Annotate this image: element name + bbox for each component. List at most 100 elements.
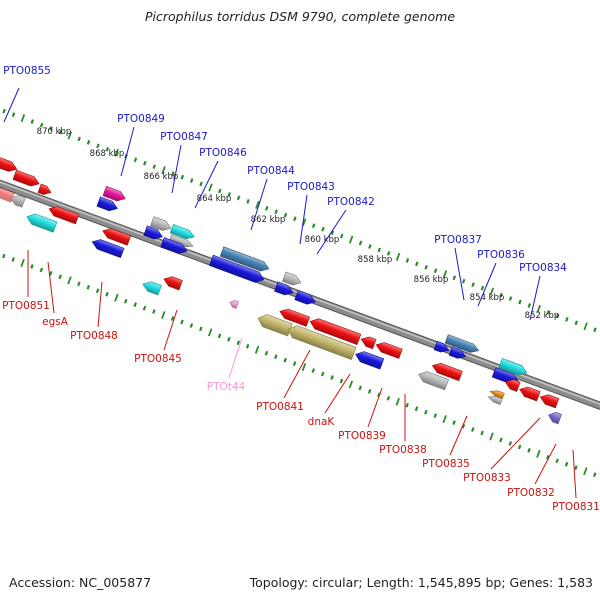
accession-text: Accession: NC_005877: [9, 575, 152, 590]
gene-pto0838[interactable]: [354, 349, 385, 370]
label-pto0851-text: PTO0851: [2, 300, 50, 312]
gene-pto0833-b[interactable]: [504, 377, 521, 392]
upper-tick-track: [2, 108, 597, 333]
gene-pto0835[interactable]: [417, 369, 450, 391]
label-pto0831[interactable]: PTO0831: [552, 449, 600, 513]
kbp-scale: 870 kbp 868 kbp 866 kbp 864 kbp 862 kbp 860 k…: [37, 127, 560, 321]
gene-pto0849[interactable]: [102, 185, 127, 203]
kbp-marker: 870 kbp: [37, 127, 72, 137]
gene-pto0845[interactable]: [141, 279, 162, 296]
gene-ptot44[interactable]: [229, 299, 239, 309]
label-ptot44-text: PTOt44: [207, 381, 246, 393]
label-pto0847-text: PTO0847: [160, 131, 208, 143]
gene-pto0834[interactable]: [498, 358, 529, 377]
gene-pto0846[interactable]: [169, 224, 196, 241]
gene-pto0844-b[interactable]: [160, 237, 189, 256]
gene-pto0848[interactable]: [91, 237, 125, 259]
gene-pto0843-b[interactable]: [208, 254, 265, 285]
kbp-marker: 866 kbp: [144, 172, 179, 182]
gene-pto0833-c[interactable]: [487, 394, 503, 405]
label-pto0849[interactable]: PTO0849: [117, 113, 165, 177]
label-egsa[interactable]: egsA: [42, 261, 69, 328]
gene-pto0836[interactable]: [448, 346, 467, 361]
gene-egsa-b[interactable]: [9, 193, 26, 208]
label-pto0842[interactable]: PTO0842: [316, 196, 375, 255]
label-pto0836-text: PTO0836: [477, 249, 525, 261]
label-pto0842-text: PTO0842: [327, 196, 375, 208]
label-ptot44[interactable]: PTOt44: [207, 337, 246, 393]
label-dnak[interactable]: dnaK: [308, 373, 351, 428]
gene-pto0843[interactable]: [282, 271, 302, 288]
label-pto0834-text: PTO0834: [519, 262, 567, 274]
label-egsa-text: egsA: [42, 316, 69, 328]
label-pto0833-text: PTO0833: [463, 472, 511, 484]
label-pto0843[interactable]: PTO0843: [287, 181, 335, 245]
gene-pto0845-b[interactable]: [162, 274, 183, 291]
label-pto0832-text: PTO0832: [507, 487, 555, 499]
label-pto0833[interactable]: PTO0833: [463, 417, 541, 484]
gene-pto0835-b[interactable]: [431, 361, 463, 382]
label-pto0837-text: PTO0837: [434, 234, 482, 246]
label-pto0841-text: PTO0841: [256, 401, 304, 413]
gene-pto0838-b[interactable]: [374, 340, 403, 359]
gene-pto0837-b[interactable]: [433, 340, 450, 354]
gene-pto0852[interactable]: [12, 169, 41, 188]
label-pto0844[interactable]: PTO0844: [247, 165, 295, 231]
label-pto0832[interactable]: PTO0832: [507, 443, 557, 499]
label-pto0837[interactable]: PTO0837: [434, 234, 482, 301]
gene-pto0831-b[interactable]: [539, 392, 560, 409]
label-pto0855-text: PTO0855: [3, 65, 51, 77]
gene-pto0849-b[interactable]: [96, 196, 119, 213]
kbp-marker: 862 kbp: [251, 215, 286, 225]
label-pto0845[interactable]: PTO0845: [134, 309, 182, 365]
kbp-marker: 864 kbp: [197, 194, 232, 204]
gene-pto0841[interactable]: [256, 312, 293, 337]
label-pto0851[interactable]: PTO0851: [2, 250, 50, 312]
label-pto0831-text: PTO0831: [552, 501, 600, 513]
gene-egsa[interactable]: [25, 211, 58, 233]
label-dnak-text: dnaK: [308, 416, 336, 428]
gene-pto0839-b[interactable]: [308, 316, 362, 346]
label-pto0835[interactable]: PTO0835: [422, 415, 470, 470]
genome-summary-text: Topology: circular; Length: 1,545,895 bp…: [249, 575, 593, 590]
gene-pto0848-b[interactable]: [101, 226, 132, 246]
gene-pto0844[interactable]: [219, 246, 270, 274]
gene-pto0841-b[interactable]: [278, 307, 311, 327]
label-pto0835-text: PTO0835: [422, 458, 470, 470]
label-pto0839[interactable]: PTO0839: [338, 387, 386, 442]
label-pto0848[interactable]: PTO0848: [70, 281, 118, 342]
label-pto0848-text: PTO0848: [70, 330, 118, 342]
gene-pto0853[interactable]: [0, 155, 19, 174]
label-pto0841[interactable]: PTO0841: [256, 349, 311, 413]
label-pto0838-text: PTO0838: [379, 444, 427, 456]
kbp-marker: 868 kbp: [90, 149, 125, 159]
gene-dnak[interactable]: [286, 323, 357, 361]
gene-egsa-c[interactable]: [47, 204, 80, 225]
gene-pto0837[interactable]: [444, 334, 480, 355]
label-pto0844-text: PTO0844: [247, 165, 295, 177]
gene-pto0846-c[interactable]: [143, 225, 164, 242]
label-pto0847[interactable]: PTO0847: [160, 131, 208, 194]
label-pto0845-text: PTO0845: [134, 353, 182, 365]
label-pto0839-text: PTO0839: [338, 430, 386, 442]
gene-pto0831[interactable]: [547, 410, 562, 425]
label-pto0846[interactable]: PTO0846: [194, 147, 247, 209]
label-pto0834[interactable]: PTO0834: [519, 262, 567, 321]
gene-pto0832-b[interactable]: [518, 385, 541, 402]
gene-pto0839-c[interactable]: [359, 335, 377, 350]
gene-pto0833[interactable]: [489, 388, 505, 400]
gene-pto0851[interactable]: [0, 180, 15, 203]
label-pto0846-text: PTO0846: [199, 147, 247, 159]
label-pto0855[interactable]: PTO0855: [3, 65, 51, 123]
gene-pto0847[interactable]: [149, 216, 172, 233]
label-pto0838[interactable]: PTO0838: [379, 394, 427, 456]
kbp-marker: 856 kbp: [414, 275, 449, 285]
label-pto0843-text: PTO0843: [287, 181, 335, 193]
label-pto0836[interactable]: PTO0836: [477, 249, 525, 307]
gene-pto0850[interactable]: [37, 183, 52, 197]
gene-pto0842-b[interactable]: [274, 281, 294, 298]
gene-pto0842[interactable]: [294, 289, 317, 306]
kbp-marker: 860 kbp: [305, 235, 340, 245]
